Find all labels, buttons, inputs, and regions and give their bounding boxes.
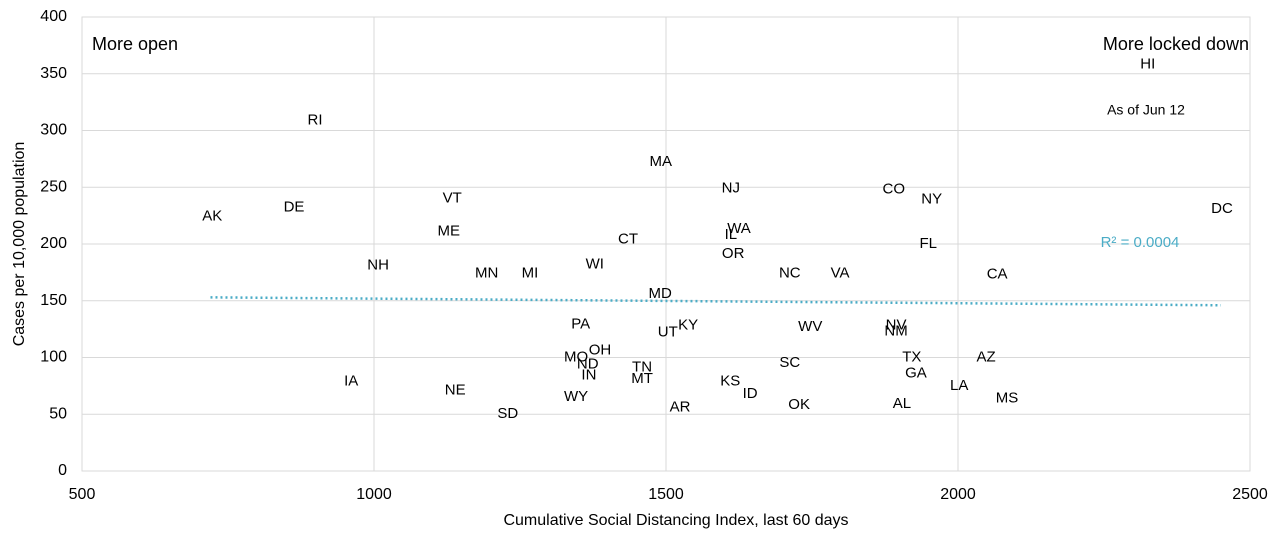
- annotation: More open: [92, 34, 178, 54]
- state-point: CT: [618, 230, 638, 247]
- state-point: IL: [725, 226, 738, 243]
- state-point: VT: [443, 190, 462, 207]
- y-axis-title: Cases per 10,000 population: [11, 142, 28, 347]
- state-point: NJ: [722, 179, 740, 196]
- state-point: TN: [632, 359, 652, 376]
- annotation: As of Jun 12: [1107, 102, 1185, 118]
- state-point: FL: [919, 235, 937, 252]
- state-point: SC: [779, 354, 800, 371]
- state-point: AR: [670, 398, 691, 415]
- state-point: OH: [589, 342, 612, 359]
- y-tick-label: 100: [40, 349, 67, 366]
- state-point: HI: [1140, 56, 1155, 73]
- state-point: NM: [884, 322, 907, 339]
- y-tick-label: 50: [49, 405, 67, 422]
- y-tick-label: 0: [58, 462, 67, 479]
- y-tick-label: 200: [40, 235, 67, 252]
- r-squared: R² = 0.0004: [1101, 234, 1180, 251]
- state-point: ND: [577, 355, 599, 372]
- x-tick-label: 1000: [356, 486, 392, 503]
- state-point: MT: [631, 370, 653, 387]
- state-point: AL: [893, 395, 911, 412]
- state-point: NY: [921, 191, 942, 208]
- state-point: WA: [727, 220, 751, 237]
- state-point: MO: [564, 348, 588, 365]
- state-point: DE: [284, 199, 305, 216]
- state-point: OK: [788, 396, 810, 413]
- state-point: KS: [720, 372, 740, 389]
- state-point: TX: [902, 348, 921, 365]
- x-tick-label: 2500: [1232, 486, 1268, 503]
- state-point: WV: [798, 318, 822, 335]
- y-tick-label: 350: [40, 65, 67, 82]
- state-point: NE: [445, 381, 466, 398]
- state-point: PA: [571, 316, 590, 333]
- state-point: MN: [475, 264, 498, 281]
- x-tick-label: 500: [69, 486, 96, 503]
- state-point: IA: [344, 372, 358, 389]
- state-point: NV: [886, 317, 907, 334]
- state-point: LA: [950, 377, 968, 394]
- trendline: [210, 296, 1221, 307]
- state-point: WI: [586, 255, 604, 272]
- state-point: DC: [1211, 200, 1233, 217]
- state-point: MD: [648, 285, 671, 302]
- state-point: SD: [497, 405, 518, 422]
- y-tick-label: 300: [40, 122, 67, 139]
- state-point: AK: [202, 208, 222, 225]
- state-point: CA: [987, 266, 1008, 283]
- state-point: CO: [883, 180, 906, 197]
- state-point: RI: [308, 111, 323, 128]
- x-tick-label: 2000: [940, 486, 976, 503]
- y-tick-label: 250: [40, 178, 67, 195]
- state-point: MA: [649, 153, 672, 170]
- x-tick-label: 1500: [648, 486, 684, 503]
- state-point: AZ: [976, 348, 995, 365]
- state-point: OR: [722, 245, 745, 262]
- state-point: GA: [905, 364, 927, 381]
- state-point: WY: [564, 388, 588, 405]
- state-point: UT: [658, 323, 678, 340]
- state-point: VA: [831, 264, 850, 281]
- state-point: KY: [678, 317, 698, 334]
- state-point: IN: [581, 367, 596, 384]
- x-axis-title: Cumulative Social Distancing Index, last…: [503, 512, 848, 529]
- annotation: More locked down: [1103, 34, 1249, 54]
- state-point: MI: [522, 264, 539, 281]
- y-tick-label: 150: [40, 292, 67, 309]
- state-point: MS: [996, 389, 1019, 406]
- state-point: NC: [779, 264, 801, 281]
- y-tick-label: 400: [40, 8, 67, 25]
- state-point: NH: [367, 257, 389, 274]
- state-point: ME: [438, 222, 461, 239]
- state-point: ID: [743, 385, 758, 402]
